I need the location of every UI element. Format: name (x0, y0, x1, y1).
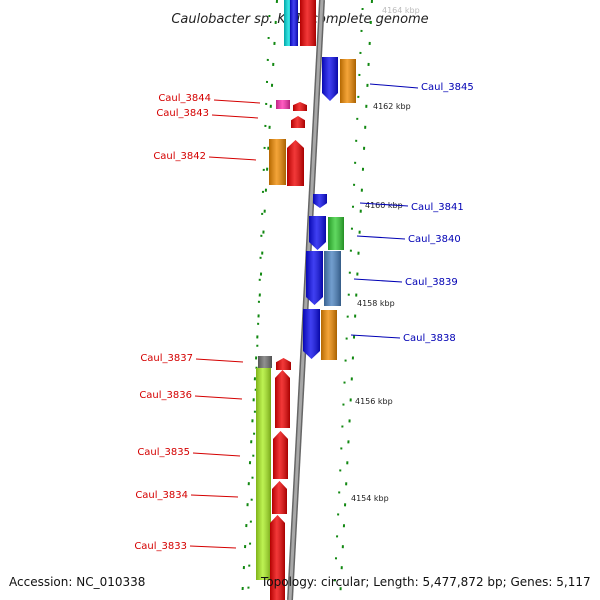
tick-tracks (241, 0, 373, 600)
gene-caul-3835 (273, 431, 288, 479)
gene-caul-3844 (276, 100, 290, 109)
gene-label-caul-3842: Caul_3842 (153, 151, 206, 162)
gene-caul-3840 (328, 217, 344, 250)
gene-features (256, 0, 356, 600)
gene-caul-3840-a (309, 216, 326, 250)
genome-summary-text: Topology: circular; Length: 5,477,872 bp… (260, 575, 591, 589)
gene-caul-3839 (324, 251, 341, 306)
gene-labels: Caul_3845 Caul_3844 Caul_3843 Caul_3842 … (134, 82, 473, 552)
genome-backbone (287, 0, 325, 600)
kbp-label-4162: 4162 kbp (373, 102, 411, 111)
gene-label-caul-3837: Caul_3837 (140, 353, 193, 364)
kbp-label-4158: 4158 kbp (357, 299, 395, 308)
gene-label-caul-3844: Caul_3844 (158, 93, 211, 104)
gene-caul-3837-b (256, 368, 271, 580)
gene-label-caul-3834: Caul_3834 (135, 490, 188, 501)
gene-caul-3836 (275, 370, 290, 428)
gene-caul-3842 (269, 139, 286, 185)
gene-caul-3833 (270, 515, 285, 600)
gene-caul-3839-a (306, 251, 323, 305)
gene-label-caul-3843: Caul_3843 (156, 108, 209, 119)
accession-text: Accession: NC_010338 (9, 575, 145, 589)
gene-caul-3838-a (303, 309, 320, 359)
gene-caul-3837 (258, 356, 272, 368)
kbp-scale: 4164 kbp 4162 kbp 4160 kbp 4158 kbp 4156… (351, 6, 420, 503)
gene-label-caul-3833: Caul_3833 (134, 541, 187, 552)
gene-label-caul-3836: Caul_3836 (139, 390, 192, 401)
gene-caul-3837-c (276, 358, 291, 370)
gene-label-caul-3838: Caul_3838 (403, 333, 456, 344)
gene-caul-3834 (272, 481, 287, 514)
gene-caul-3843 (291, 116, 305, 128)
gene-partial-blue (290, 0, 298, 46)
gene-label-caul-3840: Caul_3840 (408, 234, 461, 245)
kbp-label-4154: 4154 kbp (351, 494, 389, 503)
gene-caul-3845 (340, 59, 356, 103)
gene-label-caul-3845: Caul_3845 (421, 82, 474, 93)
gene-label-caul-3841: Caul_3841 (411, 202, 464, 213)
gene-partial-red (300, 0, 316, 46)
kbp-label-4160: 4160 kbp (365, 201, 403, 210)
kbp-label-4156: 4156 kbp (355, 397, 393, 406)
left-inner-track (247, 0, 271, 600)
kbp-label-4164: 4164 kbp (382, 6, 420, 15)
gene-caul-3841 (313, 194, 327, 208)
gene-caul-3838 (321, 310, 337, 360)
gene-caul-3842-b (287, 140, 304, 186)
gene-label-caul-3839: Caul_3839 (405, 277, 458, 288)
gene-caul-3844-b (293, 102, 307, 111)
gene-label-caul-3835: Caul_3835 (137, 447, 190, 458)
gene-caul-3845-a (322, 57, 338, 101)
